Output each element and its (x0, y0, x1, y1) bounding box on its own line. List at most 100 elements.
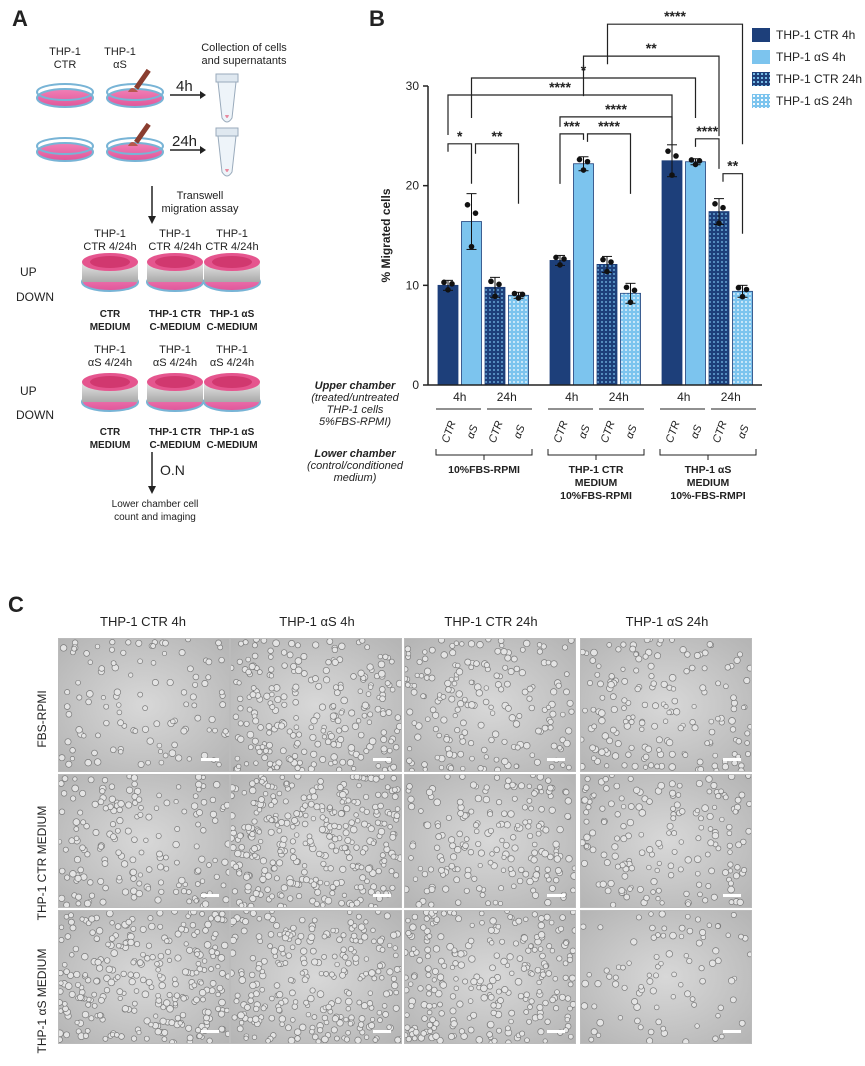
row1-header-1: THP-1 CTR 4/24h (83, 228, 137, 253)
col-header-4: THP-1 αS 24h (625, 614, 709, 629)
time-label-4h: 4h (565, 390, 578, 404)
scale-bar (201, 894, 219, 897)
col-header-3: THP-1 CTR 24h (444, 614, 538, 629)
micrograph (580, 774, 752, 908)
data-point (580, 167, 587, 173)
data-point (468, 243, 475, 250)
condition-label: CTR (599, 419, 618, 444)
tube-24h (215, 127, 239, 177)
micrograph (580, 638, 752, 772)
petri-dish-ctr-2 (36, 137, 94, 162)
scale-bar (723, 758, 741, 761)
medium-label-6: THP-1 αS C-MEDIUM (206, 427, 258, 451)
row-label-3: THP-1 αS MEDIUM (35, 948, 49, 1054)
significance-label: ** (727, 158, 738, 174)
panel-b: 0 10 20 30 % Migrated cells 4h 24h CTR αS CTR αS 10… (360, 0, 865, 540)
bar (685, 161, 706, 386)
panel-a: THP-1 CTR THP-1 αS Collection of cells a… (0, 0, 360, 540)
sig-bracket (694, 138, 720, 169)
sig-bracket (559, 133, 585, 184)
row2-header-2: THP-1 αS 4/24h (152, 344, 198, 369)
upper-chamber-block: Upper chamber (treated/untreated THP-1 c… (308, 380, 402, 428)
scale-bar (373, 894, 391, 897)
legend-item-as-24h: THP-1 αS 24h (752, 94, 864, 108)
condition-label: αS (624, 423, 640, 441)
sig-bracket (722, 173, 744, 234)
data-point (515, 295, 522, 301)
bar (620, 292, 641, 386)
transwell-row2 (81, 373, 261, 412)
time-label-4h: 4h (453, 390, 466, 404)
data-point (669, 172, 675, 178)
significance-label: *** (564, 118, 581, 134)
time-label-24h: 24h (609, 390, 629, 404)
data-point (716, 220, 722, 227)
data-point (449, 281, 455, 287)
label-thp-ctr: THP-1 CTR (49, 46, 81, 71)
group-label: 10%-FBS-RMPI (670, 490, 745, 502)
micrograph (58, 910, 230, 1044)
bar (437, 284, 459, 386)
legend-item-ctr-4h: THP-1 CTR 4h (752, 28, 864, 42)
row-label-1-wrap: FBS-RPMI (32, 654, 52, 788)
data-point (472, 210, 479, 216)
legend-swatch-as-4h (752, 50, 770, 64)
row1-header-2: THP-1 CTR 4/24h (148, 228, 202, 253)
legend-swatch-ctr-4h (752, 28, 770, 42)
row-label-2: THP-1 CTR MEDIUM (35, 805, 49, 921)
row2-header-3: THP-1 αS 4/24h (209, 344, 255, 369)
sig-bracket (606, 23, 744, 145)
significance-label: * (457, 128, 463, 144)
micrograph (580, 910, 752, 1044)
sig-bracket (582, 55, 720, 137)
scale-bar (201, 1030, 219, 1033)
lower-chamber-note: (control/conditioned medium) (306, 460, 403, 484)
cell-field (581, 775, 751, 907)
data-point (445, 287, 451, 293)
data-point (576, 156, 583, 163)
label-24h: 24h (172, 133, 198, 150)
panel-c: THP-1 CTR 4h THP-1 αS 4h THP-1 CTR 24h T… (0, 600, 865, 1053)
time-label-24h: 24h (497, 390, 517, 404)
group-brace (659, 449, 757, 460)
sig-bracket (447, 143, 473, 184)
micrograph (404, 774, 576, 908)
row2-header-1: THP-1 αS 4/24h (87, 344, 133, 369)
micrograph (58, 638, 230, 772)
cell-field (405, 775, 575, 907)
medium-label-2: THP-1 CTR C-MEDIUM (148, 309, 202, 333)
cell-field (59, 639, 229, 768)
sig-bracket (586, 133, 632, 194)
data-point (584, 158, 591, 165)
medium-label-4: CTR MEDIUM (89, 427, 131, 451)
data-point (627, 299, 634, 306)
condition-label: CTR (487, 419, 506, 444)
sig-bracket (447, 94, 673, 135)
data-point (492, 293, 498, 300)
data-point (557, 262, 563, 268)
scale-bar (373, 758, 391, 761)
data-point (631, 287, 638, 294)
lower-chamber-label: Lower chamber (314, 448, 396, 460)
condition-label: αS (577, 423, 593, 441)
cell-field (231, 775, 401, 907)
data-point (720, 204, 726, 211)
data-point (561, 256, 567, 262)
micrograph (230, 910, 402, 1044)
bar (661, 160, 683, 386)
petri-dish-ctr-1 (36, 83, 94, 108)
cell-field (581, 911, 751, 1043)
legend-item-as-4h: THP-1 αS 4h (752, 50, 864, 64)
data-point (743, 286, 750, 293)
legend-item-ctr-24h: THP-1 CTR 24h (752, 72, 864, 86)
bar (708, 211, 730, 386)
bar (508, 294, 529, 386)
micrograph (58, 774, 230, 908)
time-label-24h: 24h (721, 390, 741, 404)
data-point (600, 256, 606, 263)
cell-field (405, 911, 575, 1043)
bar-chart: 0 10 20 30 % Migrated cells 4h 24h CTR αS CTR αS 10… (379, 8, 762, 502)
label-up-2: UP (20, 384, 37, 398)
legend-swatch-as-24h (752, 94, 770, 108)
significance-label: ** (492, 128, 503, 144)
